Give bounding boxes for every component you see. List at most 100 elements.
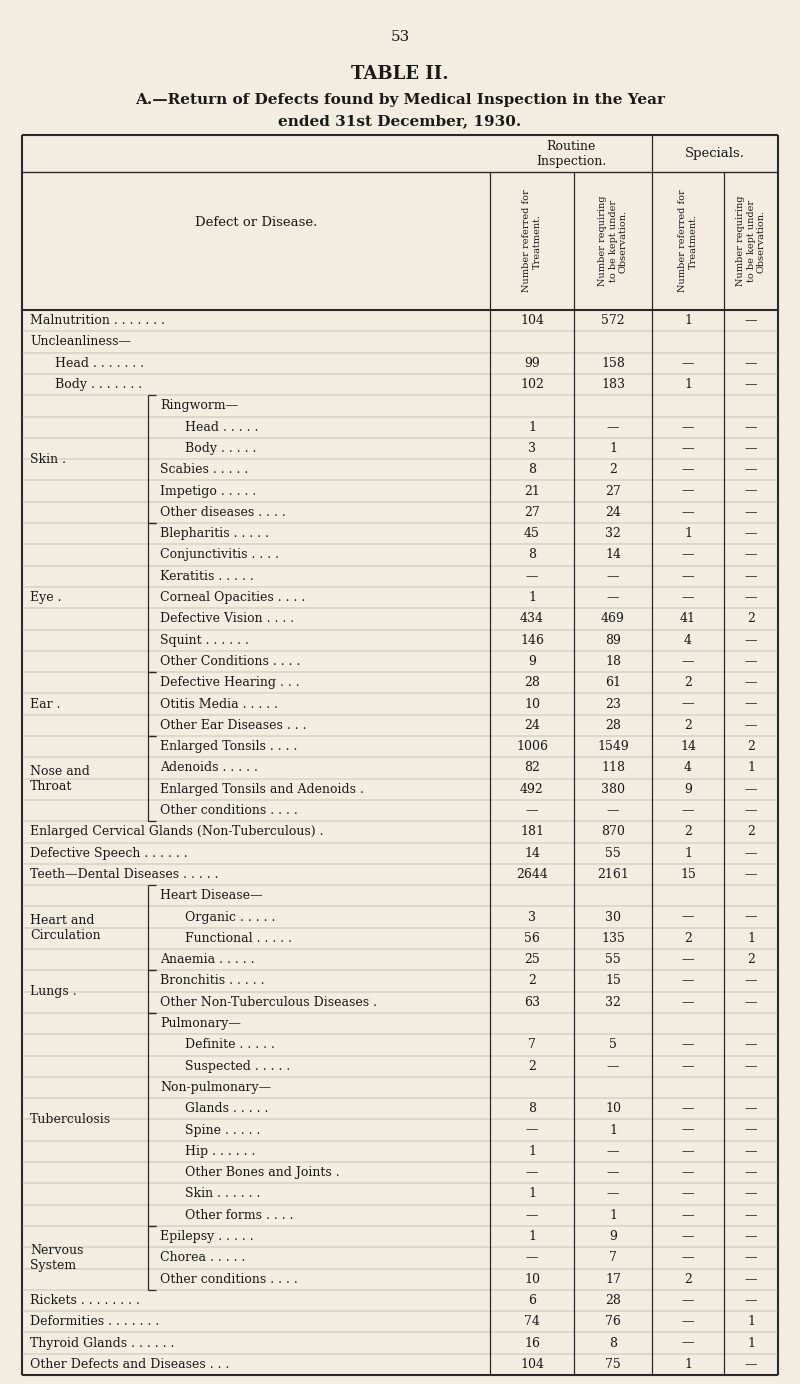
Text: —: — <box>682 804 694 817</box>
Text: Deformities . . . . . . .: Deformities . . . . . . . <box>30 1315 159 1329</box>
Text: —: — <box>745 464 758 476</box>
Text: 32: 32 <box>605 527 621 540</box>
Text: 56: 56 <box>524 931 540 945</box>
Text: 10: 10 <box>605 1102 621 1116</box>
Text: 25: 25 <box>524 954 540 966</box>
Text: —: — <box>682 911 694 923</box>
Text: —: — <box>745 911 758 923</box>
Text: 2: 2 <box>609 464 617 476</box>
Text: —: — <box>682 1251 694 1265</box>
Text: —: — <box>682 1038 694 1052</box>
Text: 104: 104 <box>520 1358 544 1370</box>
Text: Uncleanliness—: Uncleanliness— <box>30 335 131 349</box>
Text: —: — <box>682 1124 694 1136</box>
Text: —: — <box>745 505 758 519</box>
Text: —: — <box>526 804 538 817</box>
Text: 30: 30 <box>605 911 621 923</box>
Text: 1: 1 <box>684 378 692 392</box>
Text: —: — <box>682 591 694 603</box>
Text: —: — <box>682 974 694 987</box>
Text: 2: 2 <box>684 931 692 945</box>
Text: 18: 18 <box>605 655 621 668</box>
Text: —: — <box>745 1060 758 1073</box>
Text: 2: 2 <box>747 954 755 966</box>
Text: 4: 4 <box>684 761 692 775</box>
Text: —: — <box>682 548 694 562</box>
Text: Defective Vision . . . .: Defective Vision . . . . <box>160 612 294 626</box>
Text: —: — <box>682 1230 694 1243</box>
Text: —: — <box>606 1167 619 1179</box>
Text: —: — <box>745 1038 758 1052</box>
Text: —: — <box>745 421 758 433</box>
Text: 17: 17 <box>605 1273 621 1286</box>
Text: 2: 2 <box>684 1273 692 1286</box>
Text: Thyroid Glands . . . . . .: Thyroid Glands . . . . . . <box>30 1337 174 1349</box>
Text: —: — <box>682 655 694 668</box>
Text: Defect or Disease.: Defect or Disease. <box>195 216 317 228</box>
Text: 15: 15 <box>605 974 621 987</box>
Text: Eye .: Eye . <box>30 591 62 603</box>
Text: 380: 380 <box>601 783 625 796</box>
Text: 1: 1 <box>684 1358 692 1370</box>
Text: —: — <box>745 783 758 796</box>
Text: 5: 5 <box>609 1038 617 1052</box>
Text: 8: 8 <box>609 1337 617 1349</box>
Text: —: — <box>682 1337 694 1349</box>
Text: 14: 14 <box>680 740 696 753</box>
Text: 28: 28 <box>605 1294 621 1306</box>
Text: Other Bones and Joints .: Other Bones and Joints . <box>185 1167 340 1179</box>
Text: Rickets . . . . . . . .: Rickets . . . . . . . . <box>30 1294 140 1306</box>
Text: —: — <box>682 1145 694 1158</box>
Text: 1: 1 <box>609 441 617 455</box>
Text: 1: 1 <box>528 421 536 433</box>
Text: 24: 24 <box>605 505 621 519</box>
Text: 870: 870 <box>601 825 625 839</box>
Text: 118: 118 <box>601 761 625 775</box>
Text: —: — <box>606 1060 619 1073</box>
Text: Other diseases . . . .: Other diseases . . . . <box>160 505 286 519</box>
Text: Ear .: Ear . <box>30 698 61 710</box>
Text: Defective Hearing . . .: Defective Hearing . . . <box>160 677 300 689</box>
Text: Specials.: Specials. <box>685 147 745 161</box>
Text: —: — <box>745 1124 758 1136</box>
Text: —: — <box>745 1167 758 1179</box>
Text: —: — <box>526 1124 538 1136</box>
Text: 2: 2 <box>528 974 536 987</box>
Text: —: — <box>682 1294 694 1306</box>
Text: Other Ear Diseases . . .: Other Ear Diseases . . . <box>160 718 306 732</box>
Text: —: — <box>745 1294 758 1306</box>
Text: Tuberculosis: Tuberculosis <box>30 1113 111 1127</box>
Text: Number referred for
Treatment.: Number referred for Treatment. <box>678 190 698 292</box>
Text: 2: 2 <box>528 1060 536 1073</box>
Text: 7: 7 <box>528 1038 536 1052</box>
Text: —: — <box>682 421 694 433</box>
Text: —: — <box>745 1208 758 1222</box>
Text: 2: 2 <box>747 825 755 839</box>
Text: —: — <box>682 464 694 476</box>
Text: Organic . . . . .: Organic . . . . . <box>185 911 275 923</box>
Text: 15: 15 <box>680 868 696 882</box>
Text: Heart Disease—: Heart Disease— <box>160 890 262 902</box>
Text: Skin .: Skin . <box>30 453 66 465</box>
Text: Chorea . . . . .: Chorea . . . . . <box>160 1251 246 1265</box>
Text: —: — <box>682 570 694 583</box>
Text: —: — <box>526 1251 538 1265</box>
Text: 4: 4 <box>684 634 692 646</box>
Text: —: — <box>682 1167 694 1179</box>
Text: —: — <box>745 527 758 540</box>
Text: Pulmonary—: Pulmonary— <box>160 1017 241 1030</box>
Text: Other conditions . . . .: Other conditions . . . . <box>160 804 298 817</box>
Text: 9: 9 <box>609 1230 617 1243</box>
Text: 1: 1 <box>684 847 692 859</box>
Text: 24: 24 <box>524 718 540 732</box>
Text: 1: 1 <box>747 1315 755 1329</box>
Text: —: — <box>526 1167 538 1179</box>
Text: —: — <box>745 634 758 646</box>
Text: 8: 8 <box>528 1102 536 1116</box>
Text: Glands . . . . .: Glands . . . . . <box>185 1102 268 1116</box>
Text: 7: 7 <box>609 1251 617 1265</box>
Text: —: — <box>682 1208 694 1222</box>
Text: 572: 572 <box>601 314 625 327</box>
Text: —: — <box>745 314 758 327</box>
Text: 104: 104 <box>520 314 544 327</box>
